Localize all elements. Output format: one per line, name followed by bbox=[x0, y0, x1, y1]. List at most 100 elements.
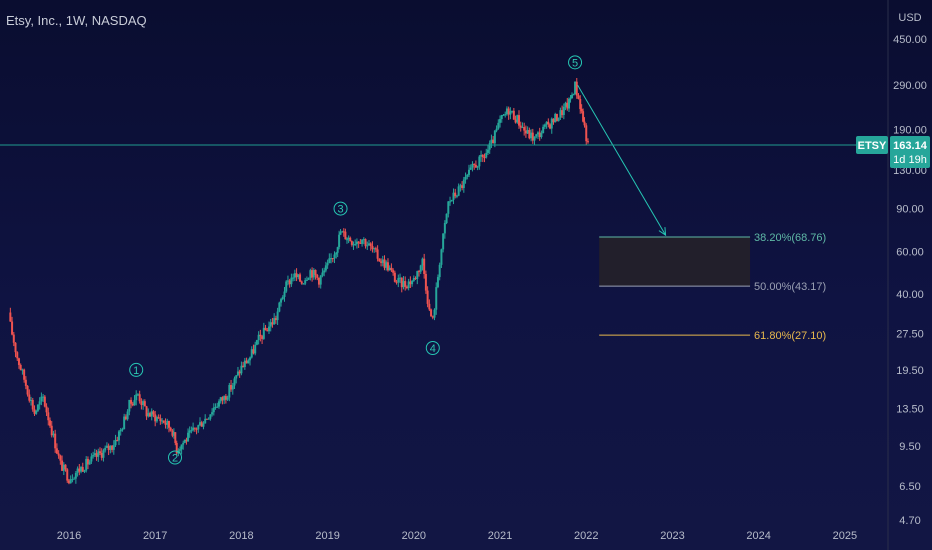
candle-body bbox=[167, 420, 170, 428]
ticker-symbol-box bbox=[856, 136, 888, 154]
candle-body bbox=[231, 385, 234, 390]
wave-label: 3 bbox=[337, 204, 343, 216]
candle-body bbox=[335, 252, 338, 255]
candle-body bbox=[490, 139, 493, 144]
candle-body bbox=[531, 132, 534, 141]
candle-body bbox=[124, 416, 127, 420]
candle-body bbox=[386, 262, 389, 271]
wave-label: 2 bbox=[172, 452, 178, 464]
candle-body bbox=[33, 409, 36, 414]
candle-body bbox=[200, 422, 203, 427]
candle-body bbox=[521, 127, 524, 129]
candle-body bbox=[535, 134, 538, 137]
candle-body bbox=[564, 102, 567, 107]
candle-body bbox=[74, 472, 77, 479]
candle-body bbox=[178, 449, 181, 451]
candle-body bbox=[95, 453, 98, 457]
fib-level-label: 50.00%(43.17) bbox=[754, 281, 826, 293]
time-tick-label: 2023 bbox=[660, 530, 684, 542]
candle-body bbox=[300, 281, 303, 284]
candle-body bbox=[114, 439, 117, 446]
price-tick-label: 290.00 bbox=[893, 80, 927, 92]
candle-body bbox=[366, 245, 369, 247]
candle-body bbox=[17, 358, 20, 365]
candle-body bbox=[393, 272, 396, 282]
candle-body bbox=[171, 430, 174, 436]
candle-body bbox=[43, 396, 46, 407]
candle-body bbox=[405, 286, 408, 289]
candle-body bbox=[192, 427, 195, 431]
candle-body bbox=[161, 420, 164, 422]
candle-body bbox=[64, 464, 67, 470]
candle-body bbox=[557, 117, 560, 121]
candle-body bbox=[230, 385, 233, 390]
candle-body bbox=[219, 397, 222, 402]
candle-body bbox=[445, 213, 448, 224]
candle-body bbox=[55, 448, 58, 454]
candle-body bbox=[411, 280, 414, 285]
candle-body bbox=[102, 450, 105, 458]
time-tick-label: 2020 bbox=[402, 530, 426, 542]
candle-body bbox=[397, 278, 400, 283]
candle-body bbox=[469, 167, 472, 170]
candle-body bbox=[216, 406, 219, 408]
candle-body bbox=[50, 425, 53, 436]
ticker-tag[interactable]: ETSY 163.14 1d 19h bbox=[856, 136, 930, 168]
candle-body bbox=[40, 396, 43, 402]
candle-body bbox=[369, 243, 372, 246]
candle-body bbox=[236, 371, 239, 376]
wave-label: 4 bbox=[430, 343, 436, 355]
time-tick-label: 2022 bbox=[574, 530, 598, 542]
candle-body bbox=[202, 423, 205, 427]
candle-body bbox=[488, 143, 491, 150]
candle-body bbox=[267, 326, 270, 332]
candle-body bbox=[346, 239, 349, 241]
candle-body bbox=[461, 185, 464, 189]
candle-body bbox=[288, 280, 291, 285]
candle-body bbox=[164, 422, 167, 425]
candle-body bbox=[182, 442, 185, 445]
candle-body bbox=[304, 280, 307, 284]
candle-body bbox=[364, 239, 367, 247]
candle-body bbox=[69, 479, 72, 484]
candle-body bbox=[295, 273, 298, 278]
candle-body bbox=[407, 281, 410, 289]
candle-body bbox=[138, 394, 141, 402]
candle-body bbox=[278, 302, 281, 312]
candle-body bbox=[71, 479, 74, 481]
candle-body bbox=[204, 418, 207, 424]
candle-body bbox=[480, 154, 483, 157]
candle-body bbox=[402, 281, 405, 288]
candle-body bbox=[430, 309, 433, 317]
candle-body bbox=[238, 371, 241, 374]
candle-body bbox=[450, 199, 453, 202]
candle-body bbox=[280, 299, 283, 303]
wave-label-circle bbox=[333, 201, 348, 216]
candle-body bbox=[440, 249, 443, 265]
candle-body bbox=[47, 412, 50, 421]
candle-body bbox=[123, 416, 126, 430]
candle-body bbox=[293, 273, 296, 278]
candle-body bbox=[561, 110, 564, 115]
price-tick-label: 19.50 bbox=[896, 365, 924, 377]
candle-body bbox=[555, 114, 558, 121]
time-tick-label: 2018 bbox=[229, 530, 253, 542]
candle-body bbox=[324, 265, 327, 271]
candle-body bbox=[443, 223, 446, 234]
candle-body bbox=[376, 249, 379, 259]
candle-body bbox=[483, 157, 486, 159]
candle-body bbox=[352, 244, 355, 246]
candle-body bbox=[478, 156, 481, 167]
candle-body bbox=[80, 467, 83, 472]
candle-body bbox=[150, 411, 153, 417]
candle-body bbox=[392, 270, 395, 273]
time-tick-label: 2021 bbox=[488, 530, 512, 542]
candle-body bbox=[350, 241, 353, 245]
candle-body bbox=[142, 401, 145, 405]
candle-body bbox=[473, 163, 476, 165]
candle-body bbox=[249, 357, 252, 361]
candle-body bbox=[438, 264, 441, 278]
candle-body bbox=[357, 241, 360, 243]
candle-body bbox=[514, 119, 517, 123]
